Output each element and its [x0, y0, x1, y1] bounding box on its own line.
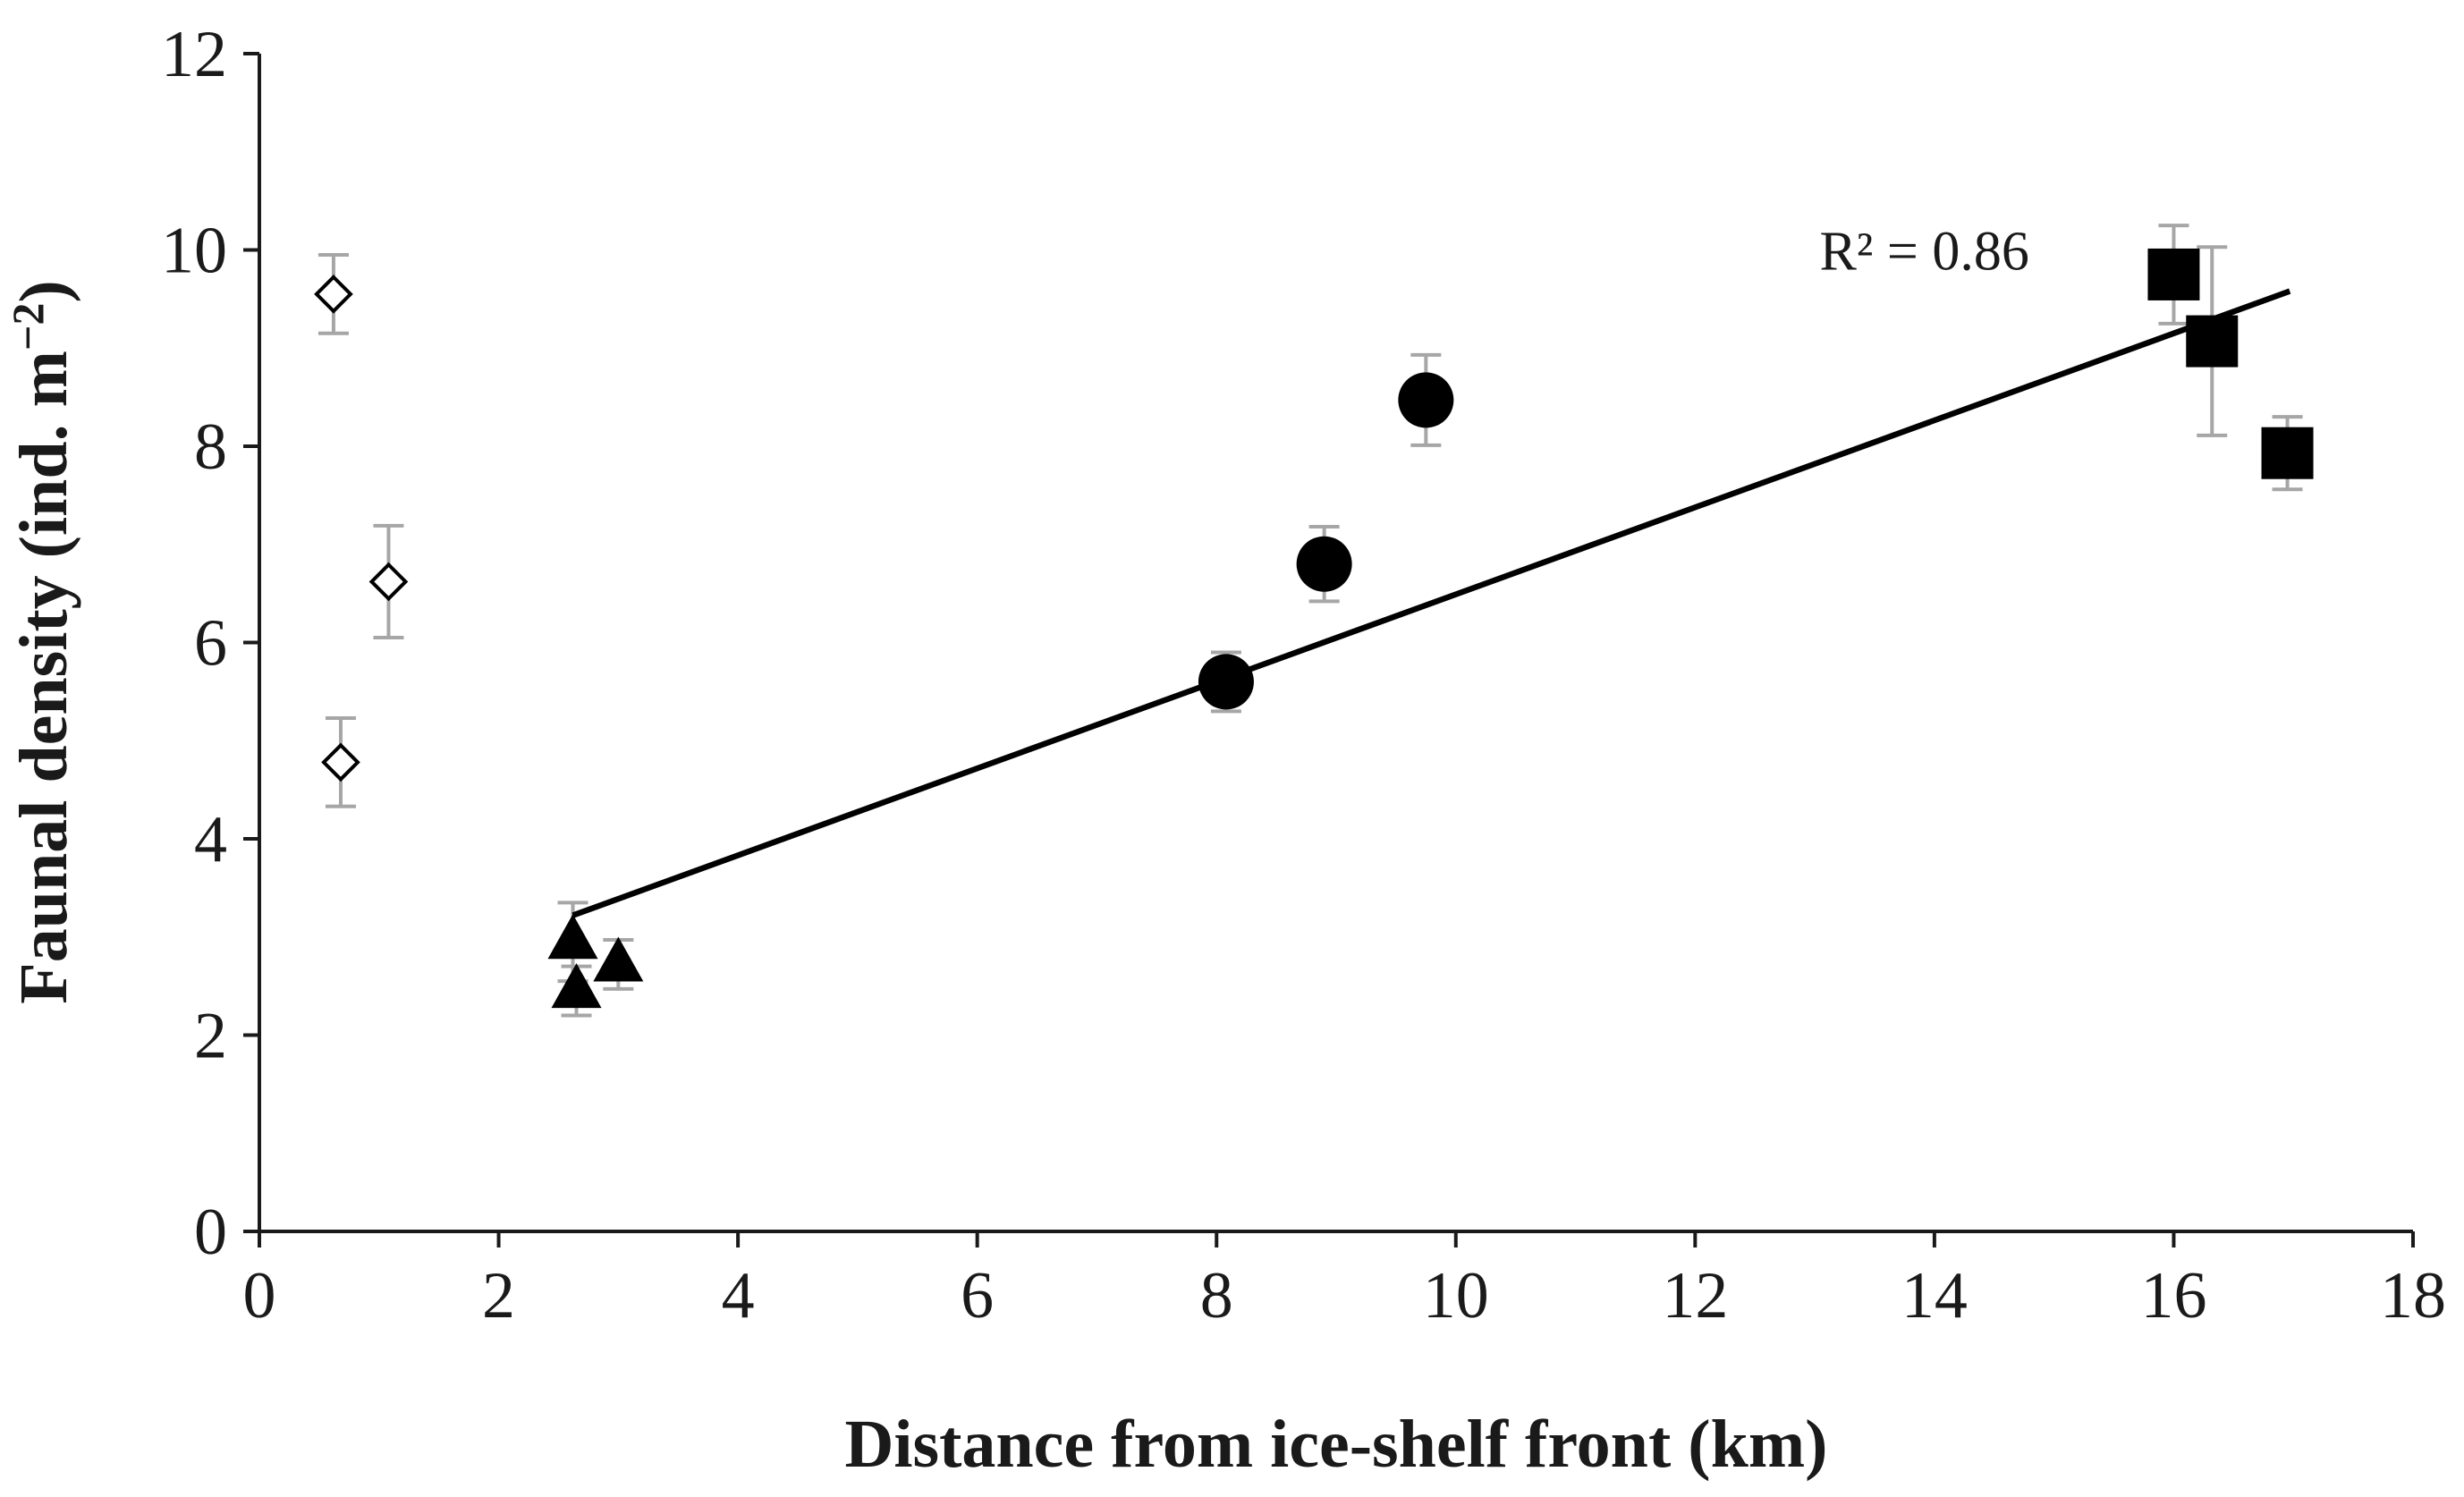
x-tick-label: 2: [482, 1259, 515, 1332]
r-squared-annotation: R² = 0.86: [1819, 222, 2028, 283]
triangle-marker: [593, 936, 644, 982]
x-axis-title: Distance from ice-shelf front (km): [845, 1407, 1828, 1482]
data-markers: [314, 248, 2314, 1009]
x-tick-label: 12: [1662, 1259, 1728, 1332]
trendline-group: [572, 288, 2291, 918]
y-axis-title-suffix: ): [6, 280, 81, 302]
diamond-marker: [321, 742, 360, 782]
axis-titles: Distance from ice-shelf front (km) Fauna…: [3, 280, 1827, 1482]
circle-marker: [1296, 536, 1352, 592]
square-marker: [2261, 427, 2314, 479]
x-tick-label: 18: [2380, 1259, 2446, 1332]
y-axis-title-main: Faunal density (ind. m: [6, 351, 81, 1004]
y-axis-title-superscript: −2: [3, 303, 53, 351]
x-tick-label: 8: [1200, 1259, 1233, 1332]
x-tick-label: 0: [243, 1259, 276, 1332]
trendline: [572, 288, 2291, 918]
triangle-marker: [551, 963, 602, 1009]
square-marker: [2186, 315, 2239, 368]
diamond-marker: [368, 562, 409, 602]
circle-marker: [1398, 372, 1454, 428]
y-tick-label: 12: [161, 18, 227, 91]
y-tick-label: 2: [194, 1000, 227, 1073]
annotations: R² = 0.86: [1819, 222, 2028, 283]
axes: [258, 54, 2413, 1233]
x-tick-label: 4: [722, 1259, 755, 1332]
ticks: 0 2 4 6 8 10 12 14 16 18 0 2 4 6 8 10 12: [161, 18, 2446, 1332]
y-axis-title: Faunal density (ind. m−2): [3, 280, 81, 1003]
triangle-marker: [547, 914, 598, 960]
x-tick-label: 10: [1423, 1259, 1489, 1332]
x-tick-label: 14: [1901, 1259, 1968, 1332]
y-tick-label: 0: [194, 1196, 227, 1269]
diamond-marker: [314, 275, 353, 314]
square-marker: [2147, 248, 2200, 300]
y-tick-label: 6: [194, 607, 227, 681]
y-tick-label: 8: [194, 410, 227, 484]
x-tick-label: 6: [961, 1259, 994, 1332]
x-tick-label: 16: [2140, 1259, 2206, 1332]
circle-marker: [1198, 654, 1254, 710]
y-tick-label: 4: [194, 803, 227, 876]
y-tick-label: 10: [161, 215, 227, 288]
